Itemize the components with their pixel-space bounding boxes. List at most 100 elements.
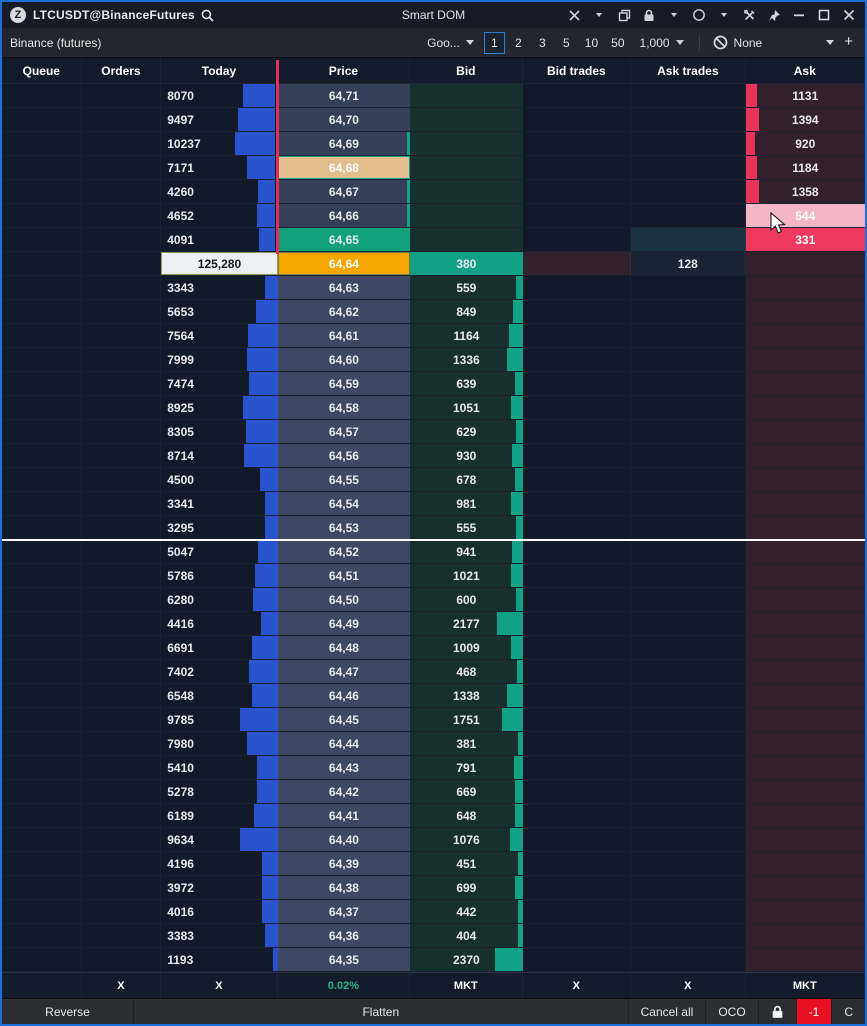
price-cell[interactable]: 64,65 xyxy=(277,228,411,251)
qty-preset-button[interactable]: 10 xyxy=(584,35,599,50)
position-badge[interactable]: -1 xyxy=(796,999,833,1024)
ask-cell[interactable] xyxy=(745,756,865,779)
qty-preset-button[interactable]: 1 xyxy=(483,31,505,54)
price-cell[interactable]: 64,50 xyxy=(277,588,411,611)
ask-cell[interactable]: 331 xyxy=(745,228,865,251)
price-cell[interactable]: 64,60 xyxy=(277,348,411,371)
price-cell[interactable]: 64,37 xyxy=(277,900,411,923)
price-cell[interactable]: 64,49 xyxy=(277,612,411,635)
search-icon[interactable] xyxy=(201,9,214,22)
ask-cell[interactable] xyxy=(745,852,865,875)
price-cell[interactable]: 64,42 xyxy=(277,780,411,803)
price-cell[interactable]: 64,36 xyxy=(277,924,411,947)
price-cell[interactable]: 64,41 xyxy=(277,804,411,827)
bid-cell[interactable]: 669 xyxy=(410,780,523,803)
price-cell[interactable]: 64,51 xyxy=(277,564,411,587)
ask-cell[interactable] xyxy=(745,420,865,443)
bid-cell[interactable]: 629 xyxy=(410,420,523,443)
bid-cell[interactable] xyxy=(410,228,523,251)
price-cell[interactable]: 64,56 xyxy=(277,444,411,467)
bid-cell[interactable]: 849 xyxy=(410,300,523,323)
price-cell[interactable]: 64,44 xyxy=(277,732,411,755)
bid-cell[interactable]: 648 xyxy=(410,804,523,827)
price-cell[interactable]: 64,66 xyxy=(277,204,411,227)
ask-cell[interactable] xyxy=(745,708,865,731)
ask-cell[interactable] xyxy=(745,252,865,275)
bid-cell[interactable]: 1021 xyxy=(410,564,523,587)
bid-cell[interactable]: 1336 xyxy=(410,348,523,371)
price-cell[interactable]: 64,55 xyxy=(277,468,411,491)
price-cell[interactable]: 64,38 xyxy=(277,876,411,899)
price-cell[interactable]: 64,43 xyxy=(277,756,411,779)
bid-cell[interactable]: 1051 xyxy=(410,396,523,419)
ask-cell[interactable]: 1184 xyxy=(745,156,865,179)
ask-cell[interactable] xyxy=(745,396,865,419)
ask-cell[interactable] xyxy=(745,444,865,467)
ask-cell[interactable] xyxy=(745,732,865,755)
ask-cell[interactable] xyxy=(745,612,865,635)
ask-cell[interactable] xyxy=(745,516,865,539)
ask-cell[interactable] xyxy=(745,684,865,707)
price-cell[interactable]: 64,71 xyxy=(277,84,411,107)
bid-cell[interactable]: 2177 xyxy=(410,612,523,635)
ask-cell[interactable] xyxy=(745,372,865,395)
ask-cell[interactable] xyxy=(745,924,865,947)
settings-tools-icon[interactable] xyxy=(741,7,757,23)
ask-cell[interactable] xyxy=(745,948,865,971)
ask-cell[interactable] xyxy=(745,876,865,899)
oco-button[interactable]: OCO xyxy=(706,999,759,1024)
price-cell[interactable]: 64,45 xyxy=(277,708,411,731)
price-cell[interactable]: 64,54 xyxy=(277,492,411,515)
footer-cancel-today-button[interactable]: X xyxy=(161,973,278,998)
qty-preset-button[interactable]: 5 xyxy=(562,35,570,50)
footer-ask-trades-cancel-button[interactable]: X xyxy=(631,973,746,998)
bid-cell[interactable]: 559 xyxy=(410,276,523,299)
qty-preset-button[interactable]: 2 xyxy=(514,35,522,50)
ask-cell[interactable] xyxy=(745,468,865,491)
bid-cell[interactable]: 1164 xyxy=(410,324,523,347)
ask-cell[interactable] xyxy=(745,540,865,563)
ask-cell[interactable] xyxy=(745,564,865,587)
caret-down-icon[interactable] xyxy=(591,7,607,23)
price-cell[interactable]: 64,58 xyxy=(277,396,411,419)
bid-cell[interactable]: 1009 xyxy=(410,636,523,659)
order-validity-dropdown[interactable]: Goo... xyxy=(421,33,480,53)
ask-cell[interactable] xyxy=(745,492,865,515)
cancel-all-button[interactable]: Cancel all xyxy=(629,999,707,1024)
caret-down-icon[interactable] xyxy=(716,7,732,23)
ask-cell[interactable] xyxy=(745,324,865,347)
bid-cell[interactable]: 2370 xyxy=(410,948,523,971)
symbol-link-icon[interactable] xyxy=(691,7,707,23)
ask-cell[interactable] xyxy=(745,804,865,827)
footer-bid-trades-cancel-button[interactable]: X xyxy=(523,973,632,998)
minimize-icon[interactable] xyxy=(791,7,807,23)
ask-cell[interactable] xyxy=(745,780,865,803)
bid-cell[interactable]: 380 xyxy=(410,252,523,275)
price-cell[interactable]: 64,53 xyxy=(277,516,411,539)
price-cell[interactable]: 64,64 xyxy=(277,252,411,275)
mouse-trading-icon[interactable] xyxy=(566,7,582,23)
qty-preset-button[interactable]: 3 xyxy=(538,35,546,50)
duplicate-icon[interactable] xyxy=(616,7,632,23)
price-cell[interactable]: 64,62 xyxy=(277,300,411,323)
price-cell[interactable]: 64,67 xyxy=(277,180,411,203)
bid-cell[interactable] xyxy=(410,84,523,107)
price-cell[interactable]: 64,69 xyxy=(277,132,411,155)
bid-cell[interactable]: 1076 xyxy=(410,828,523,851)
price-cell[interactable]: 64,40 xyxy=(277,828,411,851)
add-column-button[interactable]: + xyxy=(844,33,853,50)
caret-down-icon[interactable] xyxy=(666,7,682,23)
ask-cell[interactable] xyxy=(745,636,865,659)
price-cell[interactable]: 64,46 xyxy=(277,684,411,707)
qty-preset-button[interactable]: 50 xyxy=(611,35,625,50)
bid-cell[interactable]: 600 xyxy=(410,588,523,611)
bid-cell[interactable]: 468 xyxy=(410,660,523,683)
bid-cell[interactable]: 404 xyxy=(410,924,523,947)
bid-cell[interactable]: 699 xyxy=(410,876,523,899)
ask-cell[interactable]: 920 xyxy=(745,132,865,155)
ask-cell[interactable]: 544 xyxy=(745,204,865,227)
bid-cell[interactable]: 941 xyxy=(410,540,523,563)
instrument-title[interactable]: LTCUSDT@BinanceFutures xyxy=(33,8,195,22)
bid-cell[interactable]: 639 xyxy=(410,372,523,395)
ask-cell[interactable]: 1131 xyxy=(745,84,865,107)
